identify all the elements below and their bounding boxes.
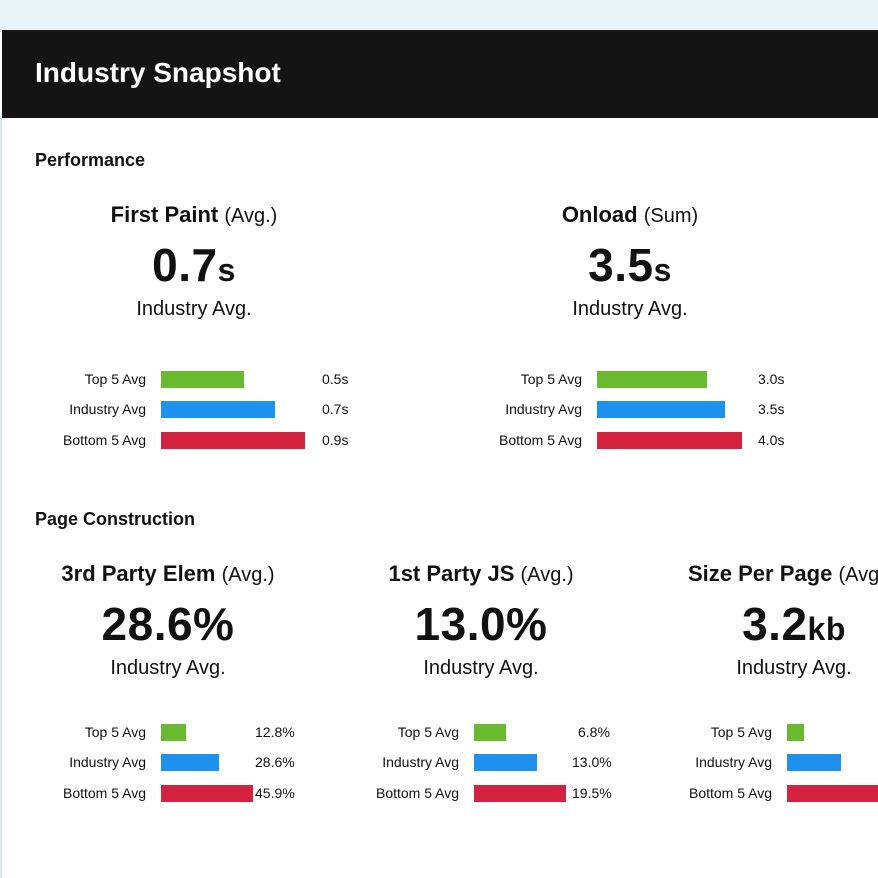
bar-industry xyxy=(597,401,725,418)
bar-label: Industry Avg xyxy=(69,754,146,770)
bar-industry xyxy=(161,401,275,418)
bar-label: Bottom 5 Avg xyxy=(375,785,459,801)
bar-label: Industry Avg xyxy=(382,754,459,770)
metric-qualifier: (Avg.) xyxy=(221,564,275,586)
bar-bottom5 xyxy=(597,432,742,449)
metric-sublabel: Industry Avg. xyxy=(423,657,539,679)
metric-value: 3.5s xyxy=(588,238,672,292)
metric-value: 3.2kb xyxy=(742,597,846,651)
metric-qualifier: (Avg.) xyxy=(224,205,278,227)
metric-name: First Paint xyxy=(110,202,219,227)
metric-value-number: 13.0% xyxy=(414,598,548,650)
bar-label: Industry Avg xyxy=(695,754,772,770)
metric-value-number: 28.6% xyxy=(101,598,235,650)
bar-label: Top 5 Avg xyxy=(710,724,772,740)
bar-industry xyxy=(474,754,537,771)
metric-qualifier: (Sum) xyxy=(643,205,699,227)
metric-value-number: 3.2 xyxy=(742,598,808,650)
metric-value: 13.0% xyxy=(415,597,548,651)
bar-value: 45.9% xyxy=(255,785,295,801)
metric-value-number: 0.7 xyxy=(152,239,218,291)
bar-value: 4.0s xyxy=(758,432,785,448)
bar-label: Bottom 5 Avg xyxy=(62,432,146,448)
bar-label: Top 5 Avg xyxy=(84,724,146,740)
metric-value-unit: kb xyxy=(807,611,846,647)
metric-value: 28.6% xyxy=(102,597,235,651)
bar-value: 0.7s xyxy=(322,401,349,417)
metric-sublabel: Industry Avg. xyxy=(110,657,226,679)
bar-label: Bottom 5 Avg xyxy=(498,432,582,448)
page-title: Industry Snapshot xyxy=(35,57,281,88)
bar-label: Top 5 Avg xyxy=(397,724,459,740)
bar-value: 0.9s xyxy=(322,432,349,448)
metric-name: 3rd Party Elem xyxy=(61,561,216,586)
bar-top5 xyxy=(161,724,186,741)
bar-value: 0.5s xyxy=(322,371,349,387)
bar-label: Top 5 Avg xyxy=(84,371,146,387)
bar-top5 xyxy=(787,724,804,741)
bar-label: Industry Avg xyxy=(505,401,582,417)
bar-top5 xyxy=(474,724,506,741)
metric-title: 1st Party JS (Avg.) xyxy=(388,561,573,587)
bar-bottom5 xyxy=(161,785,253,802)
metric-title: Size Per Page (Avg xyxy=(688,561,878,587)
bar-value: 19.5% xyxy=(572,785,612,801)
metric-value-unit: s xyxy=(653,252,672,288)
metric-title: Onload (Sum) xyxy=(562,202,698,228)
bar-bottom5 xyxy=(474,785,566,802)
metric-title: 3rd Party Elem (Avg.) xyxy=(61,561,274,587)
metric-sublabel: Industry Avg. xyxy=(736,657,852,679)
section-title-performance: Performance xyxy=(35,150,146,170)
top-strip xyxy=(0,0,878,30)
title-bar: Industry Snapshot xyxy=(2,30,878,118)
metric-sublabel: Industry Avg. xyxy=(136,298,252,320)
bar-value: 3.0s xyxy=(758,371,785,387)
bar-industry xyxy=(787,754,841,771)
bar-value: 12.8% xyxy=(255,724,295,740)
bar-label: Bottom 5 Avg xyxy=(62,785,146,801)
bar-top5 xyxy=(597,371,707,388)
metric-name: Size Per Page xyxy=(688,561,833,586)
metric-value: 0.7s xyxy=(152,238,236,292)
metric-name: 1st Party JS xyxy=(388,561,515,586)
bar-label: Bottom 5 Avg xyxy=(688,785,772,801)
metric-name: Onload xyxy=(561,202,638,227)
bar-label: Top 5 Avg xyxy=(520,371,582,387)
bar-value: 28.6% xyxy=(255,754,295,770)
metric-value-unit: s xyxy=(217,252,236,288)
bar-value: 3.5s xyxy=(758,401,785,417)
metric-sublabel: Industry Avg. xyxy=(572,298,688,320)
bar-industry xyxy=(161,754,219,771)
metric-title: First Paint (Avg.) xyxy=(111,202,278,228)
bar-value: 6.8% xyxy=(578,724,610,740)
bar-label: Industry Avg xyxy=(69,401,146,417)
section-title-page-construction: Page Construction xyxy=(35,509,196,529)
left-edge xyxy=(0,118,2,878)
bar-value: 13.0% xyxy=(572,754,612,770)
bar-bottom5 xyxy=(787,785,878,802)
metric-qualifier: (Avg.) xyxy=(520,564,574,586)
bar-bottom5 xyxy=(161,432,305,449)
metric-qualifier: (Avg xyxy=(838,564,878,586)
bar-top5 xyxy=(161,371,244,388)
metric-value-number: 3.5 xyxy=(588,239,654,291)
